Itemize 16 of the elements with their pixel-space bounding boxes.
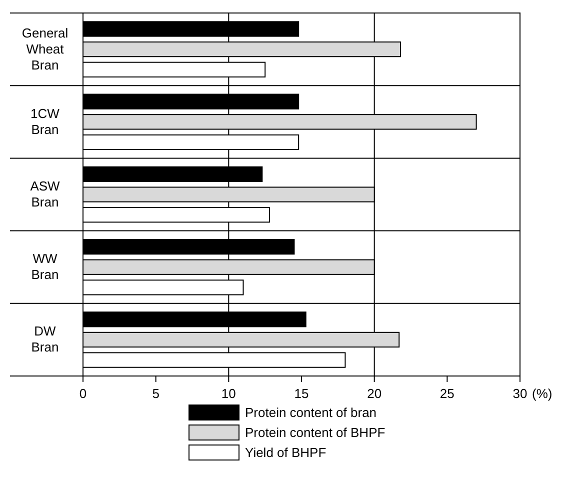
x-axis-title: (%)	[532, 386, 552, 401]
legend-label: Protein content of bran	[245, 405, 377, 420]
y-tick-label: DW Bran	[31, 324, 59, 355]
x-tick-label: 10	[221, 386, 236, 401]
x-tick-label: 30	[512, 386, 528, 401]
y-tick-label: 1CW Bran	[30, 106, 60, 137]
x-tick-label: 0	[79, 386, 87, 401]
y-tick-label: WW Bran	[31, 251, 59, 282]
x-tick-label: 15	[294, 386, 309, 401]
y-tick-label: ASW Bran	[30, 178, 61, 210]
x-tick-label: 20	[367, 386, 382, 401]
legend-label: Yield of BHPF	[245, 445, 326, 460]
y-tick-label: General Wheat Bran	[22, 25, 68, 72]
x-tick-label: 5	[152, 386, 160, 401]
x-tick-label: 25	[440, 386, 454, 401]
legend-label: Protein content of BHPF	[245, 425, 386, 440]
